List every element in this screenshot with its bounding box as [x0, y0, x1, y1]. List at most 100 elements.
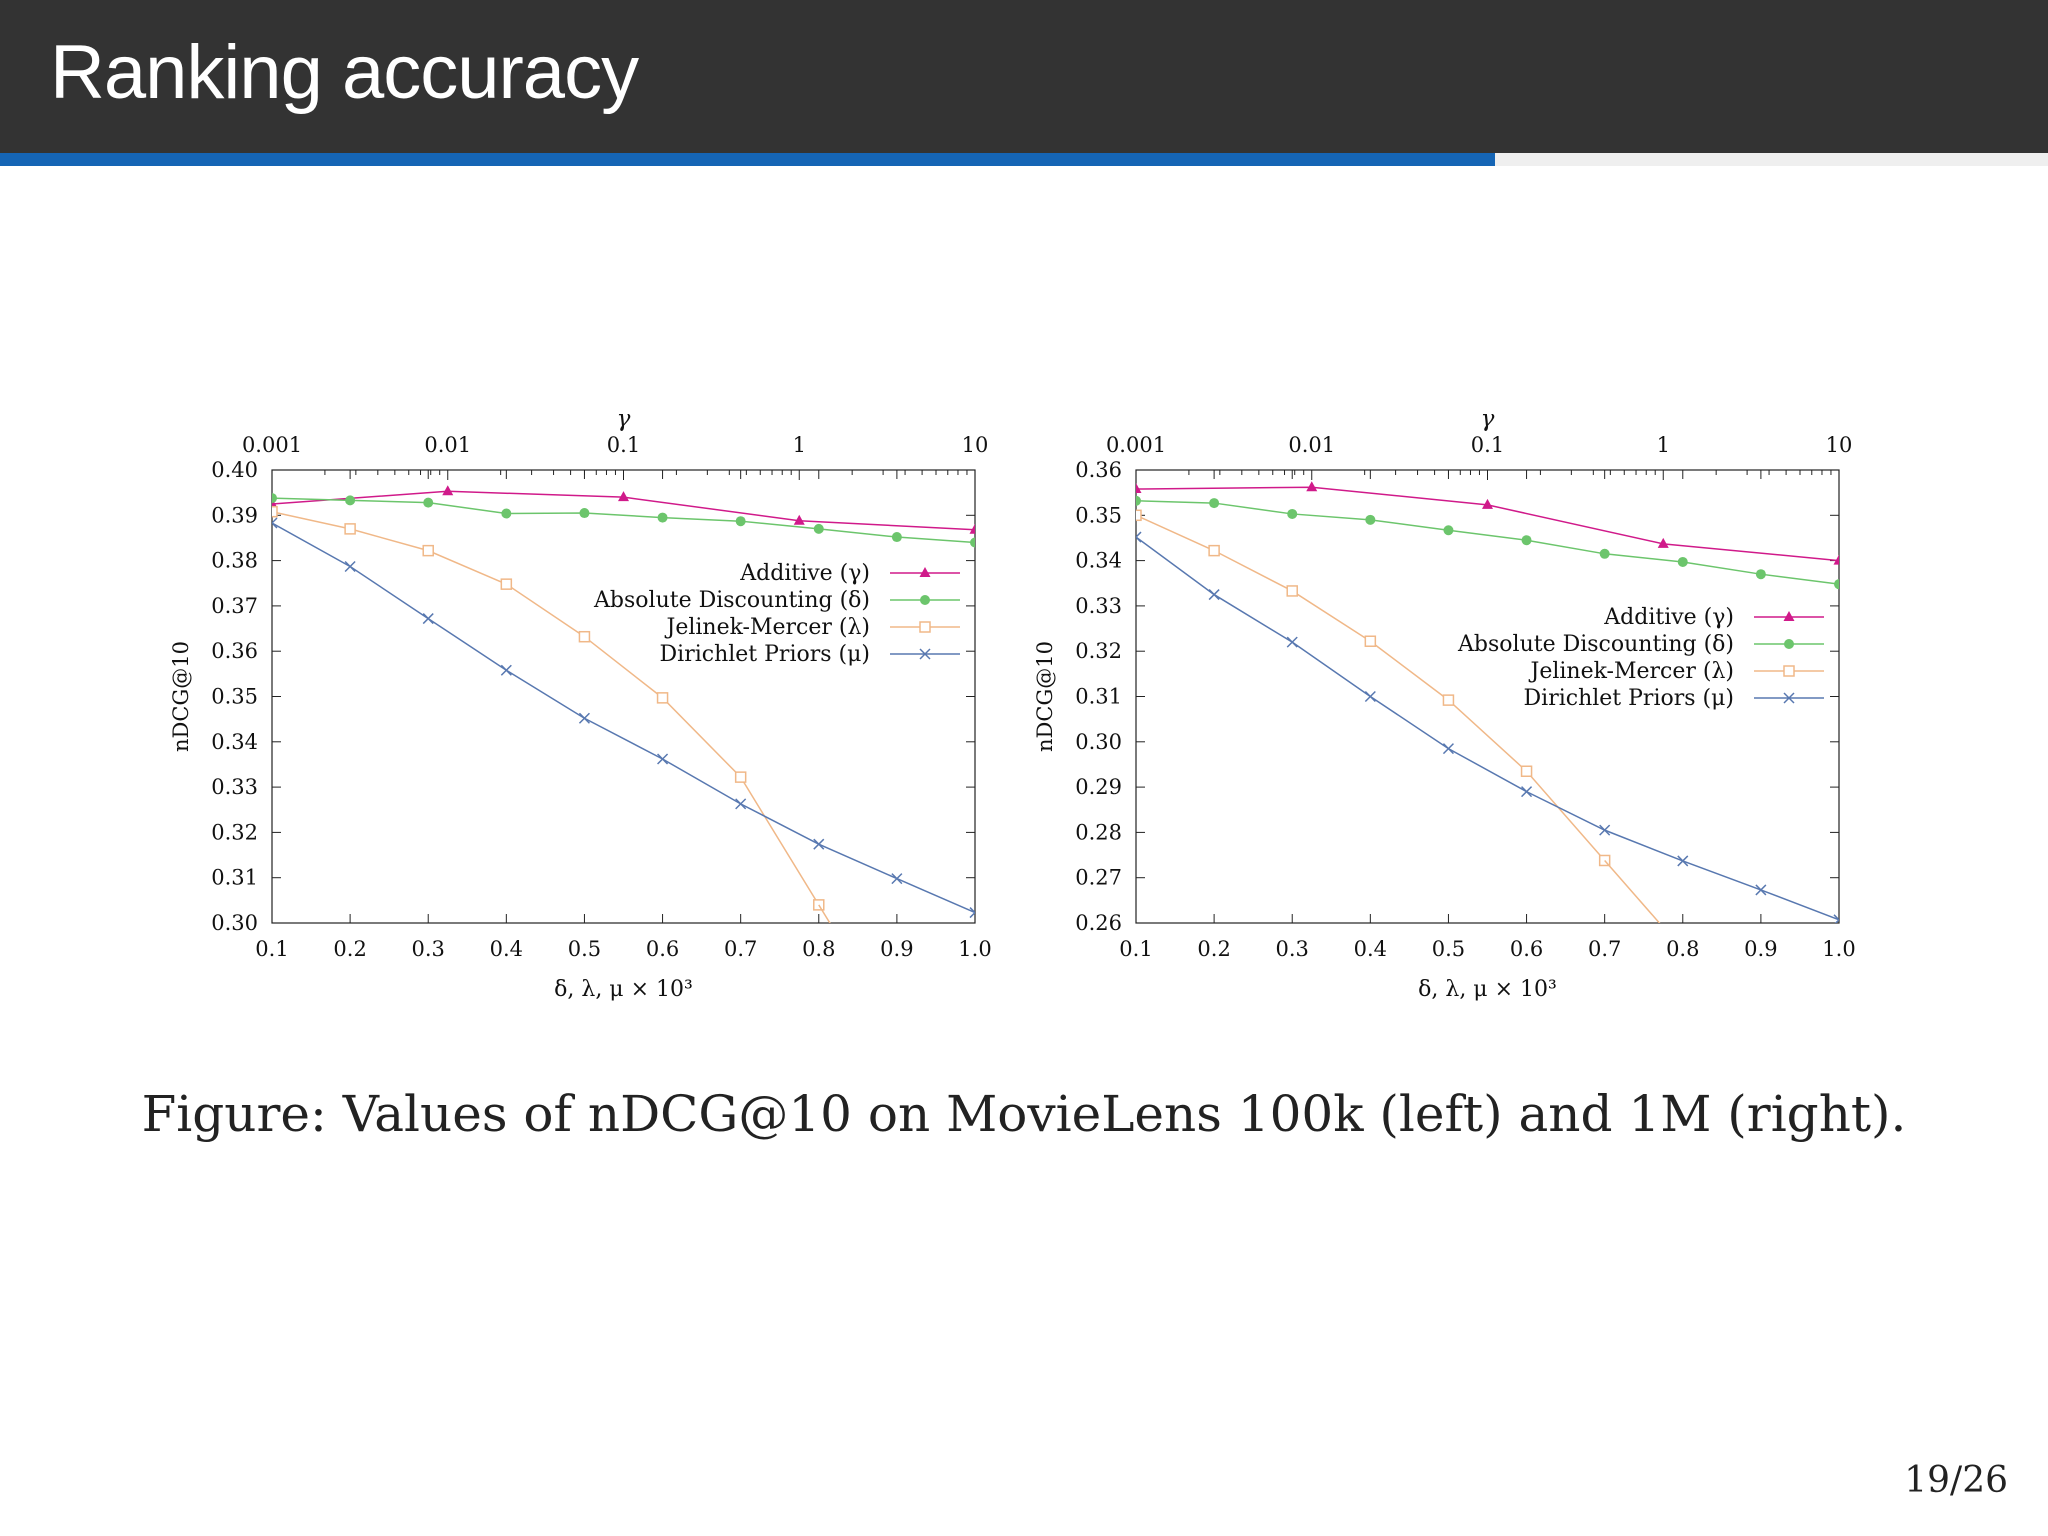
marker-circle [920, 595, 930, 605]
series-line [1136, 486, 1839, 562]
y-tick-label: 0.31 [1075, 685, 1122, 709]
x-tick-label: 0.4 [490, 937, 523, 961]
series-line-extension [1604, 859, 1661, 923]
x-tick-label: 0.7 [1588, 937, 1621, 961]
marker-circle [272, 493, 277, 504]
y-tick-label: 0.30 [211, 911, 258, 935]
top-tick-label: 0.1 [607, 433, 640, 457]
marker-triangle [969, 523, 975, 534]
marker-circle [813, 523, 824, 534]
marker-cross [1521, 786, 1533, 798]
marker-circle [1209, 498, 1220, 509]
x-tick-label: 1.0 [958, 937, 991, 961]
y-tick-label: 0.40 [211, 458, 258, 482]
marker-cross [272, 521, 278, 529]
x-tick-label: 1.0 [1822, 937, 1855, 961]
y-tick-label: 0.33 [1075, 594, 1122, 618]
y-tick-label: 0.35 [1075, 503, 1122, 527]
top-tick-label: 10 [962, 433, 989, 457]
marker-circle [1136, 495, 1141, 506]
marker-square [734, 771, 747, 783]
marker-circle [1755, 569, 1766, 580]
marker-square [1520, 765, 1533, 777]
marker-circle [970, 537, 975, 548]
marker-circle [1599, 548, 1610, 559]
y-tick-label: 0.27 [1075, 866, 1122, 890]
marker-square [1364, 635, 1377, 647]
y-tick-label: 0.34 [211, 730, 258, 754]
marker-triangle [919, 567, 931, 577]
marker-circle [1784, 639, 1794, 649]
marker-cross [1364, 690, 1376, 703]
x-tick-label: 0.1 [1119, 937, 1152, 961]
marker-square [578, 630, 591, 643]
top-tick-label: 1 [1657, 433, 1670, 457]
page-number: 19/26 [1904, 1460, 2008, 1501]
top-tick-label: 0.01 [1288, 433, 1335, 457]
marker-circle [735, 516, 746, 527]
marker-circle [501, 508, 512, 519]
y-axis-title: nDCG@10 [169, 641, 193, 752]
y-tick-label: 0.37 [211, 594, 258, 618]
marker-cross [891, 873, 903, 885]
marker-square [500, 578, 513, 590]
figure-caption: Figure: Values of nDCG@10 on MovieLens 1… [141, 1085, 1907, 1143]
top-tick-label: 0.001 [1106, 433, 1166, 457]
y-tick-label: 0.34 [1075, 549, 1122, 573]
x-tick-label: 0.9 [880, 937, 913, 961]
marker-circle [1443, 525, 1454, 536]
x-tick-label: 0.6 [646, 937, 679, 961]
marker-circle [1287, 508, 1298, 519]
x-tick-label: 0.7 [724, 937, 757, 961]
series-line [272, 522, 975, 914]
slide-title: Ranking accuracy [50, 30, 639, 115]
y-tick-label: 0.32 [211, 820, 258, 844]
marker-square [344, 523, 356, 535]
marker-circle [1834, 579, 1839, 590]
series-line [272, 510, 820, 906]
top-tick-label: 0.01 [424, 433, 471, 457]
x-axis-title: δ, λ, μ × 10³ [1418, 977, 1557, 1002]
y-tick-label: 0.36 [1075, 458, 1122, 482]
x-tick-label: 0.3 [412, 937, 445, 961]
chart-movielens-100k: 0.1 0.2 0.3 0.4 0.5 0.6 0.7 0.8 0.9 1.0 0.30 0.31 0.… [150, 385, 1030, 1025]
marker-cross [1599, 824, 1611, 836]
marker-cross [344, 560, 356, 573]
series-line [1136, 500, 1839, 585]
marker-cross [1783, 692, 1795, 704]
y-tick-label: 0.36 [211, 639, 258, 663]
legend-label: Absolute Discounting (δ) [593, 588, 870, 613]
marker-cross [1677, 855, 1689, 867]
marker-cross [1136, 535, 1142, 543]
x-tick-label: 0.5 [1432, 937, 1465, 961]
marker-cross [1442, 743, 1454, 755]
legend-label: Absolute Discounting (δ) [1457, 632, 1734, 657]
marker-circle [657, 512, 668, 523]
slide-progress-bar [0, 153, 1496, 166]
top-axis-title: γ [1481, 406, 1495, 432]
marker-cross [657, 753, 669, 765]
marker-cross [500, 664, 512, 676]
top-tick-label: 0.001 [242, 433, 302, 457]
marker-square [1442, 694, 1455, 706]
legend-label: Jelinek-Mercer (λ) [665, 615, 871, 640]
marker-cross [735, 798, 747, 810]
marker-square [1286, 585, 1298, 597]
marker-circle [891, 532, 902, 543]
marker-circle [1677, 556, 1688, 567]
x-tick-label: 0.9 [1744, 937, 1777, 961]
chart-svg-left: 0.1 0.2 0.3 0.4 0.5 0.6 0.7 0.8 0.9 1.0 0.30 0.31 0.… [169, 406, 992, 1002]
marker-cross [919, 648, 931, 660]
legend-label: Jelinek-Mercer (λ) [1529, 659, 1735, 684]
x-tick-label: 0.4 [1354, 937, 1387, 961]
plot-area [1136, 481, 1839, 923]
marker-cross [272, 517, 278, 525]
x-axis-title: δ, λ, μ × 10³ [554, 977, 693, 1002]
marker-triangle [1136, 483, 1142, 494]
marker-cross [1755, 884, 1767, 896]
legend-label: Dirichlet Priors (μ) [1524, 686, 1734, 711]
marker-circle [1365, 514, 1376, 525]
legend-label: Additive (γ) [739, 561, 870, 586]
marker-cross [813, 838, 825, 850]
marker-cross [1136, 531, 1142, 539]
